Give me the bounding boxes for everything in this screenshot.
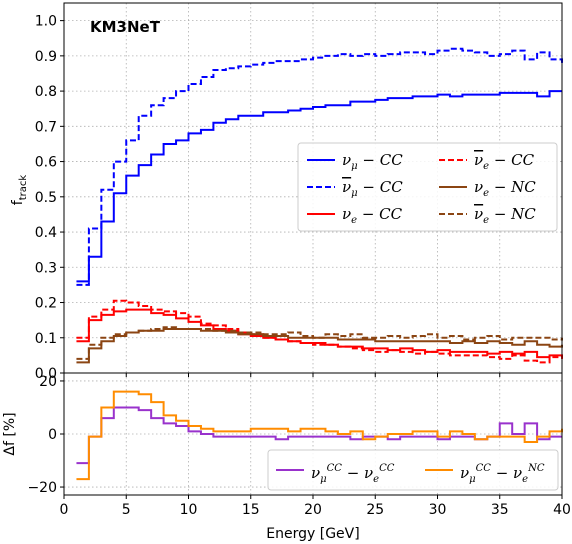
top-legend-label-5-part: e bbox=[483, 215, 489, 226]
bottom-legend-frame bbox=[267, 449, 559, 491]
bottom-legend-label-0-part: CC bbox=[327, 463, 343, 474]
top-legend-label-4-part: e bbox=[483, 188, 489, 199]
bottom-y-tick-label: 20 bbox=[39, 374, 57, 390]
bottom-legend-label-0-part: − ν bbox=[342, 464, 373, 482]
x-tick-label: 25 bbox=[366, 502, 384, 518]
top-y-tick-label: 0.4 bbox=[35, 225, 57, 241]
bottom-y-ticks: −20 0 20 bbox=[27, 374, 64, 496]
top-legend-label-2-part: − CC bbox=[357, 205, 403, 223]
top-legend-label-5-part: − NC bbox=[489, 205, 536, 223]
bottom-legend-label-0: νμCC − νeCC bbox=[311, 463, 395, 485]
bottom-y-tick-label: −20 bbox=[27, 480, 57, 496]
bottom-legend-label-1-part: μ bbox=[469, 474, 476, 485]
top-legend-label-1-part: − CC bbox=[358, 178, 404, 196]
top-legend-label-2: νe − CC bbox=[342, 205, 403, 226]
top-y-tick-label: 0.8 bbox=[35, 84, 57, 100]
x-ticks: 0 5 10 15 20 25 30 35 40 bbox=[60, 373, 571, 518]
x-tick-label: 10 bbox=[180, 502, 198, 518]
x-tick-label: 30 bbox=[429, 502, 447, 518]
top-y-tick-label: 0.1 bbox=[35, 331, 57, 347]
top-legend-label-4: νe − NC bbox=[474, 178, 536, 199]
top-ylabel-main: f bbox=[10, 199, 26, 205]
top-legend-label-1-part: μ bbox=[351, 188, 358, 199]
top-ylabel-sub: track bbox=[18, 175, 29, 201]
top-legend-label-3-part: ν bbox=[474, 151, 483, 169]
top-ylabel: ftrack bbox=[10, 175, 29, 206]
top-series-line-2 bbox=[76, 308, 563, 359]
watermark: KM3NeT bbox=[90, 18, 161, 36]
bottom-legend-label-1-part: CC bbox=[476, 463, 492, 474]
top-series-line-1 bbox=[76, 47, 563, 286]
bottom-y-tick-label: 0 bbox=[48, 427, 57, 443]
top-series-group bbox=[76, 47, 563, 364]
bottom-legend-label-0-part: μ bbox=[320, 474, 327, 485]
bottom-legend-label-1: νμCC − νeNC bbox=[460, 463, 545, 485]
x-tick-label: 40 bbox=[553, 502, 571, 518]
top-legend-label-3-part: − CC bbox=[489, 151, 535, 169]
top-series-line-0 bbox=[76, 90, 562, 283]
top-y-tick-label: 0.6 bbox=[35, 155, 57, 171]
top-series-line-5 bbox=[76, 326, 563, 360]
top-legend-label-0-part: ν bbox=[342, 151, 351, 169]
top-legend-label-0: νμ − CC bbox=[342, 151, 403, 172]
top-legend-label-1-part: ν bbox=[342, 178, 351, 196]
top-legend-label-5-part: ν bbox=[474, 205, 483, 223]
top-y-tick-label: 0.5 bbox=[35, 190, 57, 206]
bottom-legend-label-0-part: e bbox=[373, 474, 379, 485]
top-legend-label-0-part: μ bbox=[351, 161, 358, 172]
top-legend-label-3-part: e bbox=[483, 161, 489, 172]
top-y-tick-label: 0.7 bbox=[35, 119, 57, 135]
bottom-legend-label-1-part: NC bbox=[527, 463, 545, 474]
top-legend-label-2-part: ν bbox=[342, 205, 351, 223]
x-tick-label: 5 bbox=[122, 502, 131, 518]
bottom-legend-label-1-part: ν bbox=[460, 464, 469, 482]
bottom-legend: νμCC − νeCC νμCC − νeNC bbox=[267, 449, 559, 491]
xlabel: Energy [GeV] bbox=[266, 526, 359, 542]
top-y-tick-label: 1.0 bbox=[35, 14, 57, 30]
top-legend-frame bbox=[297, 142, 558, 232]
top-legend-label-4-part: − NC bbox=[489, 178, 536, 196]
bottom-legend-label-1-part: e bbox=[522, 474, 528, 485]
top-legend-label-1: νμ − CC bbox=[342, 178, 403, 199]
top-legend-label-4-part: ν bbox=[474, 178, 483, 196]
x-tick-label: 20 bbox=[304, 502, 322, 518]
top-legend-label-0-part: − CC bbox=[358, 151, 404, 169]
top-series-line-3 bbox=[76, 299, 563, 364]
top-y-tick-label: 0.2 bbox=[35, 296, 57, 312]
bottom-ylabel: Δf [%] bbox=[2, 412, 18, 455]
top-y-tick-label: 0.3 bbox=[35, 260, 57, 276]
bottom-series-line-1 bbox=[76, 390, 563, 481]
bottom-legend-label-1-part: − ν bbox=[491, 464, 522, 482]
top-y-ticks: 0.0 0.1 0.2 0.3 0.4 0.5 0.6 0.7 0.8 0.9 1.0 bbox=[35, 14, 64, 382]
bottom-legend-label-0-part: ν bbox=[311, 464, 320, 482]
x-tick-label: 15 bbox=[242, 502, 260, 518]
top-legend-label-5: νe − NC bbox=[474, 205, 536, 226]
top-y-tick-label: 0.0 bbox=[35, 366, 57, 382]
top-y-tick-label: 0.9 bbox=[35, 49, 57, 65]
bottom-series-group bbox=[76, 390, 563, 481]
x-tick-label: 35 bbox=[491, 502, 509, 518]
top-legend-label-3: νe − CC bbox=[474, 151, 535, 172]
x-tick-label: 0 bbox=[60, 502, 69, 518]
bottom-legend-label-0-part: CC bbox=[379, 463, 395, 474]
top-legend-label-2-part: e bbox=[351, 215, 357, 226]
